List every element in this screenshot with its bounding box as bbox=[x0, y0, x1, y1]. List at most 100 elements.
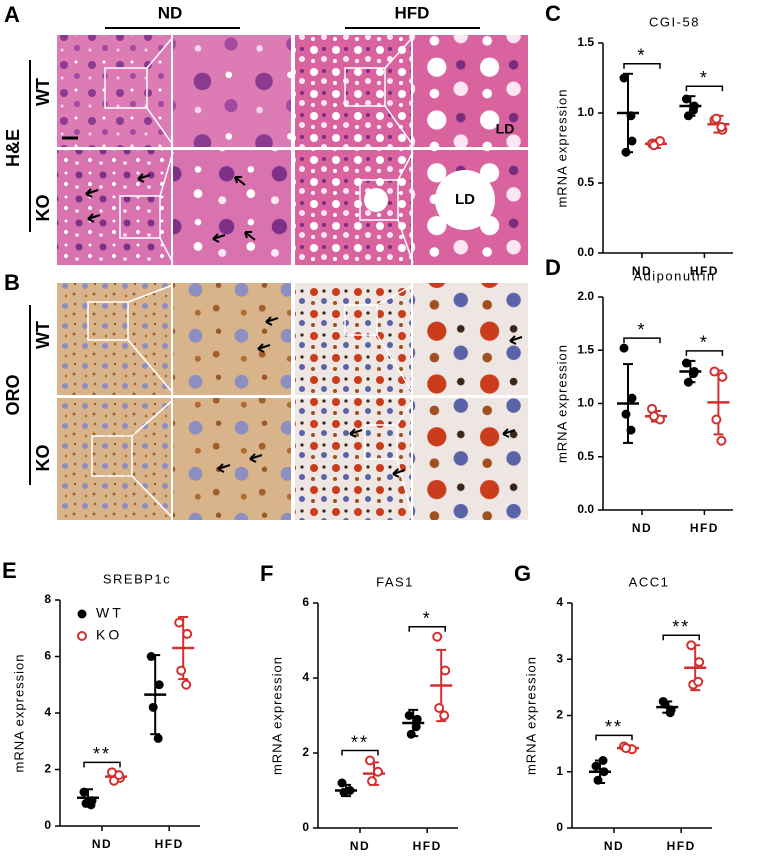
zoom-boxes bbox=[87, 284, 414, 519]
y-tick-label: 4 bbox=[302, 670, 309, 684]
legend-label: KO bbox=[96, 627, 122, 643]
significance-label: * bbox=[700, 333, 709, 353]
significance-bracket bbox=[595, 734, 633, 741]
data-point bbox=[174, 617, 185, 628]
data-point bbox=[716, 435, 727, 446]
significance-label: * bbox=[637, 46, 646, 66]
significance-bracket bbox=[408, 626, 446, 632]
data-point bbox=[649, 411, 659, 422]
data-point bbox=[627, 393, 637, 403]
x-tick-label: HFD bbox=[413, 839, 442, 852]
chart-title: CGI-58 bbox=[649, 14, 700, 29]
data-point bbox=[339, 787, 349, 797]
data-point bbox=[626, 111, 636, 121]
y-tick-label: 0 bbox=[44, 818, 51, 832]
y-axis-label: mRNA expression bbox=[11, 653, 26, 772]
chart-title: ACC1 bbox=[629, 574, 670, 589]
data-point bbox=[681, 94, 691, 104]
data-point bbox=[688, 369, 698, 379]
y-tick-label: 0 bbox=[556, 820, 563, 834]
panel-letter: F bbox=[260, 561, 273, 586]
chart-title: FAS1 bbox=[376, 574, 414, 589]
data-point bbox=[365, 755, 375, 766]
data-point bbox=[683, 377, 693, 387]
diet-label: HFD bbox=[395, 3, 430, 22]
significance-bracket bbox=[623, 63, 661, 69]
data-point bbox=[434, 703, 445, 713]
significance-bracket bbox=[685, 85, 724, 92]
data-point bbox=[153, 733, 163, 743]
y-tick-label: 2 bbox=[44, 762, 51, 776]
data-point bbox=[599, 767, 609, 777]
y-tick-label: 0 bbox=[302, 820, 309, 834]
legend-label: WT bbox=[96, 605, 124, 621]
data-point bbox=[665, 708, 675, 718]
significance-label: * bbox=[700, 68, 709, 88]
y-tick-label: 6 bbox=[44, 649, 51, 663]
data-point bbox=[598, 756, 608, 765]
micrograph bbox=[295, 150, 411, 265]
significance-bracket bbox=[662, 634, 700, 641]
ld-label: LD bbox=[455, 191, 475, 208]
panel-letter: A bbox=[4, 2, 20, 27]
significance-label: ** bbox=[93, 744, 111, 764]
data-point bbox=[711, 414, 722, 425]
y-tick-label: 1.5 bbox=[577, 35, 594, 49]
significance-label: ** bbox=[672, 617, 690, 637]
stain-label: ORO bbox=[3, 374, 23, 415]
y-tick-label: 0.0 bbox=[577, 245, 594, 259]
data-point bbox=[660, 699, 670, 709]
data-point bbox=[79, 787, 89, 797]
stain-label: H&E bbox=[3, 129, 23, 167]
data-point bbox=[411, 722, 421, 732]
micrograph bbox=[413, 398, 528, 520]
x-tick-label: HFD bbox=[690, 521, 719, 535]
micrograph bbox=[173, 398, 291, 520]
panel-letter: C bbox=[545, 1, 561, 26]
y-tick-label: 2 bbox=[302, 745, 309, 759]
y-tick-label: 8 bbox=[44, 592, 51, 606]
data-point bbox=[681, 358, 691, 368]
y-tick-label: 1.0 bbox=[577, 396, 594, 410]
data-point bbox=[86, 800, 96, 810]
data-point bbox=[716, 122, 727, 132]
data-point bbox=[404, 711, 414, 720]
data-point bbox=[621, 409, 631, 419]
legend-marker bbox=[77, 609, 87, 619]
significance-label: ** bbox=[351, 732, 369, 752]
ld-label: LD bbox=[496, 121, 515, 137]
diet-label: ND bbox=[158, 3, 183, 22]
data-point bbox=[591, 761, 601, 771]
x-tick-label: ND bbox=[604, 839, 624, 852]
data-point bbox=[182, 628, 193, 639]
y-tick-label: 0.5 bbox=[577, 449, 594, 463]
y-tick-label: 6 bbox=[302, 595, 309, 609]
data-point bbox=[717, 371, 728, 382]
micrograph bbox=[173, 35, 291, 147]
chart-title: SREBP1c bbox=[103, 571, 171, 586]
panel-letter: B bbox=[4, 270, 20, 295]
y-tick-label: 3 bbox=[556, 651, 563, 665]
data-point bbox=[148, 702, 158, 712]
significance-label: * bbox=[423, 609, 432, 629]
micrograph bbox=[173, 283, 291, 395]
y-axis-label: mRNA expression bbox=[523, 656, 538, 775]
y-axis-label: mRNA expression bbox=[554, 344, 569, 463]
micrograph bbox=[413, 283, 528, 395]
lipid-droplet bbox=[435, 170, 495, 230]
data-point bbox=[337, 778, 347, 788]
data-point bbox=[176, 665, 187, 676]
significance-label: ** bbox=[605, 717, 623, 737]
data-point bbox=[440, 665, 451, 676]
y-tick-label: 0.0 bbox=[577, 502, 594, 516]
micrograph bbox=[57, 35, 171, 147]
panel-letter: G bbox=[514, 561, 531, 586]
micrograph bbox=[57, 150, 171, 265]
x-tick-label: ND bbox=[350, 839, 370, 852]
data-point bbox=[114, 770, 124, 781]
arrows bbox=[85, 173, 256, 243]
y-tick-label: 2.0 bbox=[577, 289, 594, 303]
data-point bbox=[649, 140, 659, 151]
y-tick-label: 4 bbox=[556, 595, 563, 609]
